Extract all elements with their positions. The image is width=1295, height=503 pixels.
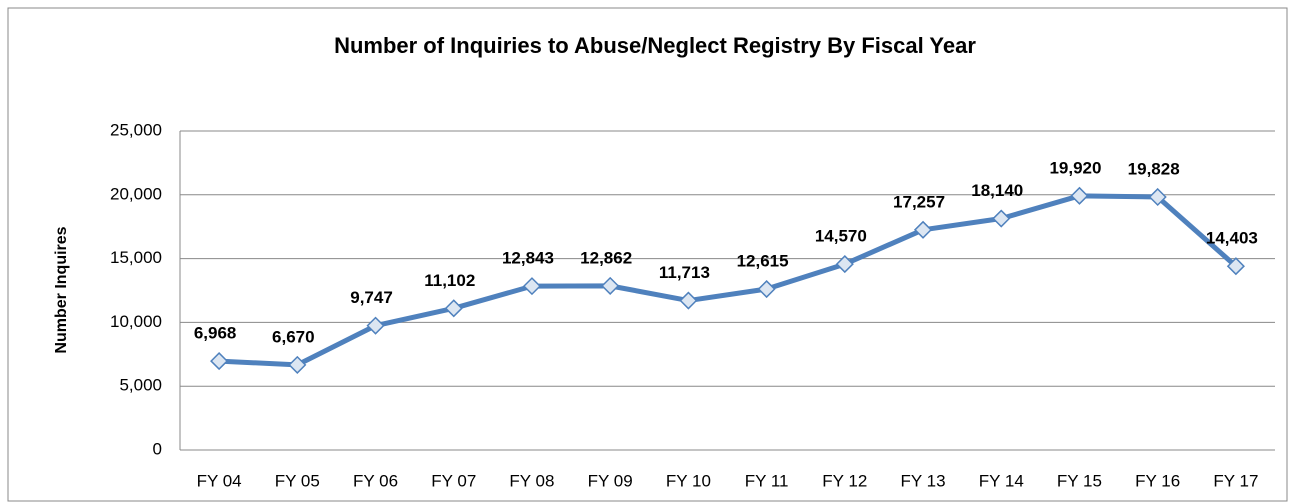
x-tick-label: FY 05 <box>275 471 320 490</box>
data-label: 12,862 <box>580 248 632 267</box>
chart-border <box>7 7 1288 502</box>
data-label: 11,102 <box>424 271 475 290</box>
y-tick-label: 15,000 <box>110 248 162 267</box>
data-label: 17,257 <box>893 192 945 211</box>
chart-title: Number of Inquiries to Abuse/Neglect Reg… <box>334 33 976 58</box>
y-axis-label: Number Inquires <box>53 226 70 353</box>
x-tick-label: FY 14 <box>979 471 1024 490</box>
data-point <box>210 352 229 371</box>
data-point <box>757 279 776 299</box>
x-tick-label: FY 10 <box>666 471 711 490</box>
data-point <box>522 277 542 296</box>
data-label: 6,670 <box>272 327 315 346</box>
y-tick-label: 0 <box>153 439 162 458</box>
x-tick-label: FY 16 <box>1135 471 1180 490</box>
data-point <box>992 209 1011 228</box>
data-point <box>1070 186 1089 205</box>
y-tick-label: 20,000 <box>110 184 162 203</box>
y-tick-label: 5,000 <box>119 376 162 395</box>
x-tick-label: FY 17 <box>1213 471 1258 490</box>
x-tick-label: FY 09 <box>588 471 633 490</box>
data-line <box>218 193 1238 368</box>
y-tick-label: 10,000 <box>110 312 162 331</box>
y-tick-label: 25,000 <box>110 120 162 139</box>
x-tick-label: FY 15 <box>1057 471 1102 490</box>
data-point <box>1226 257 1245 276</box>
x-tick-label: FY 04 <box>197 471 242 490</box>
data-point <box>913 220 933 239</box>
data-label: 11,713 <box>659 263 710 282</box>
data-label: 19,920 <box>1049 158 1101 177</box>
data-point <box>444 299 463 318</box>
x-tick-label: FY 08 <box>509 471 554 490</box>
data-label: 19,828 <box>1128 159 1180 178</box>
data-label: 12,843 <box>502 249 554 268</box>
data-label: 9,747 <box>350 288 393 307</box>
x-tick-label: FY 13 <box>901 471 946 490</box>
data-label: 6,968 <box>194 324 237 343</box>
data-point <box>601 276 620 295</box>
data-label: 14,570 <box>815 227 867 246</box>
data-point <box>835 255 854 274</box>
x-tick-label: FY 12 <box>822 471 867 490</box>
x-tick-label: FY 11 <box>745 471 789 490</box>
data-point <box>366 316 385 335</box>
data-point <box>1148 187 1167 207</box>
data-label: 12,615 <box>737 252 789 271</box>
x-tick-label: FY 07 <box>431 471 476 490</box>
data-point <box>679 291 698 310</box>
data-label: 14,403 <box>1206 229 1258 248</box>
x-tick-label: FY 06 <box>353 471 398 490</box>
data-label: 18,140 <box>971 181 1023 200</box>
data-point <box>288 355 307 374</box>
